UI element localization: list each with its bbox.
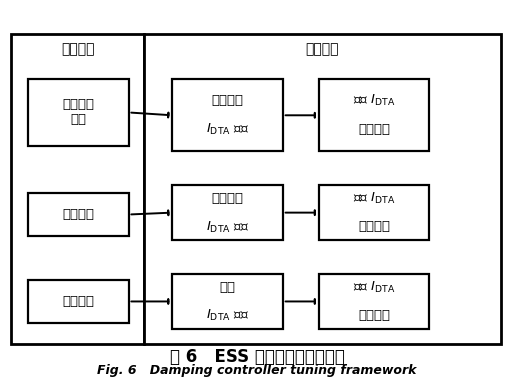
Text: 候选地点: 候选地点 bbox=[211, 94, 244, 107]
Text: 根据 $I_{\mathrm{DTA}}$: 根据 $I_{\mathrm{DTA}}$ bbox=[353, 280, 395, 294]
Bar bbox=[28, 280, 128, 323]
Bar bbox=[11, 34, 144, 344]
Text: 参数配置: 参数配置 bbox=[62, 295, 95, 308]
Bar bbox=[172, 274, 283, 329]
Text: 安装地点
选择: 安装地点 选择 bbox=[62, 98, 95, 127]
Bar bbox=[319, 274, 429, 329]
Text: Fig. 6   Damping controller tuning framework: Fig. 6 Damping controller tuning framewo… bbox=[97, 364, 417, 377]
Bar bbox=[28, 79, 128, 146]
Text: 整定内容: 整定内容 bbox=[61, 42, 95, 56]
Text: 选取通道: 选取通道 bbox=[358, 220, 390, 234]
Text: 图 6   ESS 阻尼控制器整定框架: 图 6 ESS 阻尼控制器整定框架 bbox=[170, 348, 344, 366]
Bar bbox=[172, 185, 283, 240]
Text: $I_{\mathrm{DTA}}$ 计算: $I_{\mathrm{DTA}}$ 计算 bbox=[206, 122, 249, 137]
Text: 根据 $I_{\mathrm{DTA}}$: 根据 $I_{\mathrm{DTA}}$ bbox=[353, 93, 395, 108]
Text: 根据 $I_{\mathrm{DTA}}$: 根据 $I_{\mathrm{DTA}}$ bbox=[353, 191, 395, 206]
Text: 选取地点: 选取地点 bbox=[358, 123, 390, 136]
Text: 配置相位: 配置相位 bbox=[358, 309, 390, 322]
Text: 整定方法: 整定方法 bbox=[305, 42, 339, 56]
Text: $I_{\mathrm{DTA}}$ 计算: $I_{\mathrm{DTA}}$ 计算 bbox=[206, 220, 249, 234]
Text: 候选通道: 候选通道 bbox=[211, 192, 244, 205]
Bar bbox=[172, 79, 283, 151]
Bar bbox=[319, 185, 429, 240]
Text: $I_{\mathrm{DTA}}$ 计算: $I_{\mathrm{DTA}}$ 计算 bbox=[206, 308, 249, 323]
Text: 本地: 本地 bbox=[219, 280, 235, 294]
Bar bbox=[28, 193, 128, 236]
Bar bbox=[319, 79, 429, 151]
Text: 通道选择: 通道选择 bbox=[62, 208, 95, 221]
Bar bbox=[144, 34, 501, 344]
